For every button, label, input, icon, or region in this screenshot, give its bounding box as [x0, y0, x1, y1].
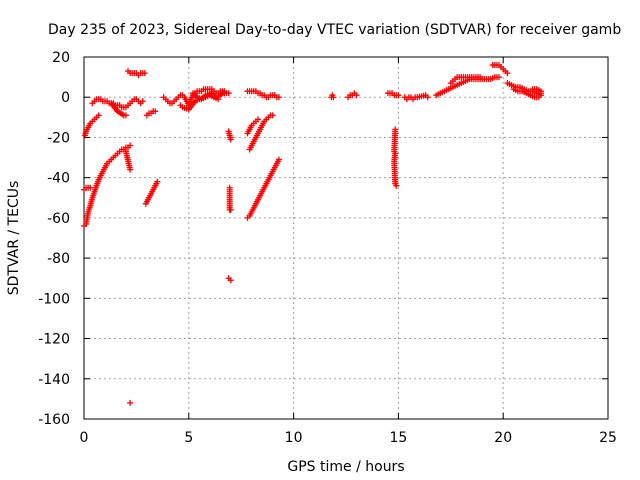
series-arc-m [225, 128, 234, 284]
y-tick-label: 20 [52, 50, 70, 66]
data-point [87, 184, 94, 191]
series-arc-e [143, 108, 159, 119]
y-tick-label: -80 [47, 251, 70, 267]
series-arc-n [246, 112, 276, 153]
data-point [139, 98, 146, 105]
data-point [152, 108, 159, 115]
data-point [353, 92, 360, 99]
data-points [81, 62, 544, 406]
series-arc-v [401, 92, 431, 103]
series-arc-h [122, 148, 134, 406]
series-arc-p [244, 88, 282, 101]
y-tick-label: -20 [47, 130, 70, 146]
data-point [221, 88, 228, 95]
x-axis-label: GPS time / hours [287, 459, 404, 475]
data-point [154, 178, 161, 185]
series-arc-l [189, 88, 228, 103]
chart-title: Day 235 of 2023, Sidereal Day-to-day VTE… [48, 22, 621, 38]
y-axis-label: SDTVAR / TECUs [6, 181, 22, 296]
plot-frame [83, 56, 609, 420]
data-point [504, 70, 511, 77]
y-tick-label: -100 [38, 291, 70, 307]
series-arc-f [81, 184, 94, 193]
x-tick-label: 25 [599, 430, 617, 446]
series-arc-r [328, 92, 337, 101]
data-point [127, 399, 134, 406]
data-point [225, 90, 232, 97]
y-tick-label: 0 [61, 90, 70, 106]
data-point [424, 94, 431, 101]
data-point [227, 206, 234, 213]
series-arc-j [160, 86, 232, 109]
series-arc-s [345, 90, 360, 101]
data-point [393, 182, 400, 189]
data-point [496, 74, 503, 81]
series-arc-y [489, 62, 511, 77]
x-tick-label: 15 [389, 430, 407, 446]
series-arc-o [244, 116, 261, 137]
series-arc-z2 [510, 86, 542, 101]
data-point [95, 112, 102, 119]
x-tick-label: 20 [494, 430, 512, 446]
data-point [275, 94, 282, 101]
data-point [227, 277, 234, 284]
y-tick-label: -140 [38, 372, 70, 388]
y-tick-label: -40 [47, 171, 70, 187]
x-tick-label: 0 [80, 430, 89, 446]
series-arc-q [244, 156, 282, 221]
series-arc-z [504, 80, 544, 99]
series-arc-u [391, 126, 400, 189]
x-tick-label: 5 [184, 430, 193, 446]
series-arc-d [125, 68, 148, 79]
data-point [141, 70, 148, 77]
data-point [395, 92, 402, 99]
data-point [254, 116, 261, 123]
data-point [529, 86, 536, 93]
y-tick-label: -120 [38, 332, 70, 348]
y-tick-labels: 20 0 -20 -40 -60 -80 -100 -120 -140 -160 [38, 50, 70, 428]
x-tick-label: 10 [285, 430, 303, 446]
series-arc-x [447, 74, 484, 87]
x-tick-labels: 0 5 10 15 20 25 [80, 430, 617, 446]
data-point [275, 156, 282, 163]
data-point [127, 142, 134, 149]
data-point [127, 166, 134, 173]
data-point [269, 112, 276, 119]
series-arc-c [108, 100, 129, 119]
data-point [122, 112, 129, 119]
grid [84, 57, 608, 419]
series-arc-t [384, 90, 402, 99]
series-arc-a [82, 112, 102, 139]
series-arc-i [142, 178, 161, 207]
data-point [330, 94, 337, 101]
axis-ticks [83, 56, 609, 420]
y-tick-label: -60 [47, 211, 70, 227]
data-point [535, 94, 542, 101]
y-tick-label: -160 [38, 412, 70, 428]
data-point [477, 74, 484, 81]
data-point [227, 136, 234, 143]
